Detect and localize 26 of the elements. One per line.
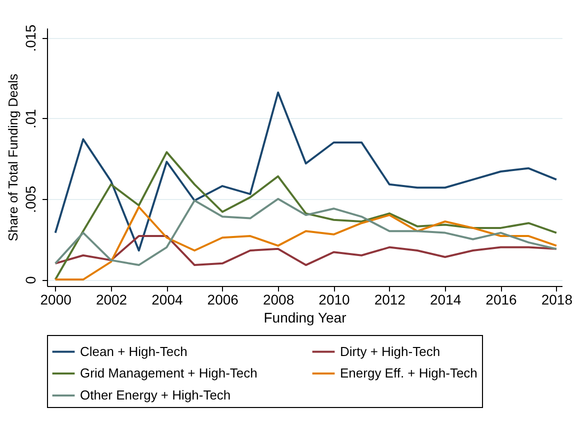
line-series [54, 92, 558, 252]
x-tick-label: 2016 [486, 292, 518, 308]
y-tick-label: .015 [22, 24, 38, 52]
y-tick-label: 0 [22, 276, 38, 284]
legend-label: Grid Management + High-Tech [80, 366, 258, 380]
x-axis-title: Funding Year [264, 310, 347, 326]
x-tick-label: 2012 [374, 292, 406, 308]
legend-label: Clean + High-Tech [80, 344, 188, 359]
legend-label: Energy Eff. + High-Tech [340, 366, 478, 380]
x-tick-label: 2018 [541, 292, 573, 308]
x-tick-label: 2006 [207, 292, 239, 308]
x-tick-label: 2010 [318, 292, 350, 308]
line-series [54, 198, 558, 266]
x-tick-label: 2008 [262, 292, 294, 308]
x-tick-label: 2000 [40, 292, 72, 308]
x-tick-label: 2004 [152, 292, 183, 308]
line-series [54, 151, 558, 281]
y-tick-label: .01 [22, 108, 38, 129]
y-axis-title: Share of Total Funding Deals [6, 73, 20, 242]
x-tick-label: 2002 [96, 292, 128, 308]
line-series [54, 206, 558, 281]
line-series [54, 235, 558, 266]
legend-label: Dirty + High-Tech [340, 344, 440, 359]
legend-label: Other Energy + High-Tech [80, 388, 231, 402]
x-tick-label: 2014 [430, 292, 462, 308]
y-tick-label: .005 [22, 186, 38, 214]
